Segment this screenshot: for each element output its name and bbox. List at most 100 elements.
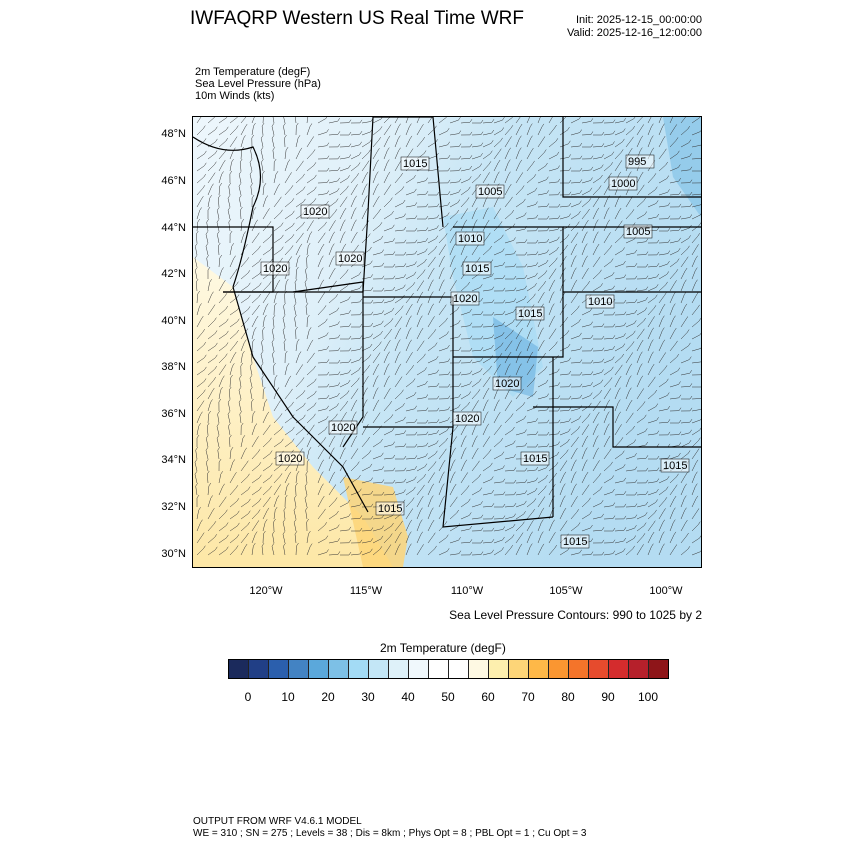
- wind-barb: [339, 400, 349, 412]
- wind-barb: [526, 174, 537, 184]
- wind-barb: [526, 431, 539, 436]
- wind-barb: [272, 530, 275, 544]
- wind-barb: [361, 274, 374, 280]
- wind-barb: [504, 523, 516, 532]
- wind-barb: [680, 356, 692, 364]
- wind-barb: [680, 329, 690, 340]
- wind-barb: [680, 418, 693, 424]
- wind-barb: [207, 365, 218, 376]
- wind-barb: [394, 135, 401, 148]
- wind-barb: [438, 534, 449, 544]
- wind-barb: [262, 303, 269, 316]
- wind-barb: [603, 448, 612, 460]
- wind-barb: [603, 502, 616, 508]
- wind-barb: [438, 448, 447, 460]
- wind-barb: [493, 515, 506, 520]
- wind-barb: [372, 514, 385, 520]
- wind-barb: [537, 249, 549, 256]
- wind-barb: [361, 538, 374, 544]
- wind-barb: [449, 143, 462, 148]
- wind-barb: [284, 210, 295, 220]
- wind-barb: [691, 318, 702, 328]
- wind-barb: [317, 155, 330, 160]
- wind-barb: [691, 244, 699, 256]
- wind-barb: [295, 198, 306, 208]
- wind-barb: [636, 375, 644, 388]
- pressure-label-box: [452, 411, 482, 426]
- wind-barb: [658, 271, 670, 280]
- wind-barb: [548, 472, 557, 484]
- pressure-label-box: [515, 306, 545, 321]
- wind-barb: [515, 274, 528, 280]
- wind-barb: [449, 471, 456, 484]
- wind-barb: [537, 280, 547, 292]
- wind-barb: [328, 131, 341, 136]
- wind-barb: [603, 345, 616, 352]
- wind-barb: [669, 394, 682, 400]
- wind-barb: [438, 291, 446, 304]
- wind-barb: [405, 352, 413, 364]
- wind-barb: [317, 142, 330, 148]
- wind-barb: [636, 467, 649, 472]
- wind-barb: [493, 536, 505, 544]
- wind-barb: [449, 523, 461, 532]
- wind-barb: [592, 473, 602, 484]
- wind-barb: [449, 189, 461, 196]
- wind-barb: [527, 239, 539, 244]
- colorbar-box: [329, 660, 349, 678]
- wind-barb: [658, 431, 671, 436]
- wind-barb: [427, 235, 439, 244]
- wind-barb: [460, 512, 472, 520]
- wind-barb: [559, 438, 570, 448]
- wind-barb: [317, 305, 327, 316]
- wind-barb: [593, 335, 605, 340]
- wind-barb: [372, 363, 380, 376]
- wind-barb: [405, 261, 417, 268]
- wind-barb: [603, 162, 614, 172]
- wind-barb: [218, 509, 228, 520]
- wind-barb: [460, 186, 471, 196]
- wind-barb: [293, 303, 297, 316]
- wind-barb: [515, 295, 527, 304]
- wind-barb: [669, 177, 682, 184]
- wind-barb: [471, 173, 481, 184]
- wind-barb: [195, 278, 199, 292]
- wind-barb: [460, 255, 468, 268]
- wind-barb: [592, 389, 603, 400]
- wind-barb: [493, 248, 505, 256]
- wind-barb: [658, 339, 666, 352]
- wind-barb: [361, 463, 373, 472]
- wind-barb: [614, 233, 624, 244]
- wind-barb: [504, 136, 512, 148]
- wind-barb: [670, 419, 682, 424]
- pressure-contour-label: 1015: [403, 158, 427, 170]
- wind-barb: [427, 440, 439, 448]
- pressure-contour-label: 1015: [563, 536, 587, 548]
- wind-barb: [317, 371, 330, 376]
- wind-barb: [526, 487, 538, 496]
- wind-barb: [272, 314, 276, 328]
- wind-barb: [317, 292, 326, 304]
- wind-barb: [592, 460, 600, 472]
- wind-barb: [647, 478, 660, 484]
- wind-barb: [284, 471, 292, 484]
- wind-barb: [669, 303, 676, 316]
- wind-barb: [472, 119, 484, 124]
- wind-barb: [351, 527, 363, 532]
- wind-barb: [361, 183, 368, 196]
- wind-barb: [680, 450, 691, 460]
- wind-barb: [504, 534, 515, 544]
- wind-barb: [361, 333, 373, 340]
- wind-barb: [284, 134, 287, 148]
- colorbar-tick-label: 80: [561, 690, 575, 704]
- wind-barb: [416, 269, 426, 280]
- wind-barb: [680, 507, 687, 520]
- wind-barb: [592, 527, 605, 532]
- wind-barb: [306, 390, 317, 400]
- wind-barb: [350, 502, 363, 508]
- wind-barb: [636, 455, 649, 460]
- wind-barb: [295, 326, 298, 340]
- wind-barb: [317, 255, 324, 268]
- wind-barb: [691, 427, 702, 436]
- wind-barb: [504, 319, 515, 328]
